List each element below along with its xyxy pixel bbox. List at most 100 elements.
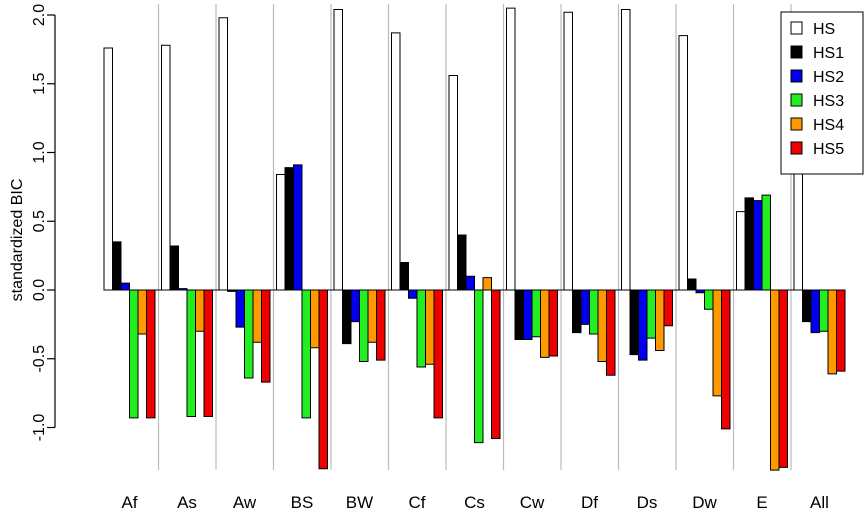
bar-hs1-df: [572, 289, 582, 334]
bar-hs-e: [736, 211, 746, 291]
legend-label-hs4: HS4: [813, 117, 844, 134]
bar-hs4-dw: [712, 289, 722, 397]
bar-hs3-cf: [416, 289, 426, 368]
bar-hs2-cs: [465, 275, 475, 291]
bar-hs1-cw: [514, 289, 524, 340]
bar-hs3-cs: [474, 289, 484, 444]
bar-hs4-bw: [367, 289, 377, 343]
bar-hs4-ds: [655, 289, 665, 351]
bar-hs-bw: [333, 9, 343, 291]
bar-hs2-bw: [350, 289, 360, 323]
bar-hs4-all: [827, 289, 837, 375]
x-tick-label: E: [756, 493, 767, 512]
bar-hs1-e: [744, 197, 754, 291]
bar-hs4-cf: [425, 289, 435, 365]
bar-hs5-cs: [491, 289, 501, 439]
bar-hs2-ds: [638, 289, 648, 361]
bar-hs4-as: [195, 289, 205, 332]
bar-hs2-df: [580, 289, 590, 325]
x-tick-label: Cw: [520, 493, 545, 512]
y-axis: -1.0 -0.5 0.0 0.5 1.0 1.5 2.0: [31, 4, 56, 442]
legend-swatch-hs5: [790, 141, 803, 155]
x-tick-label: Dw: [692, 493, 717, 512]
legend-swatch-hs1: [790, 45, 803, 59]
bar-hs4-aw: [252, 289, 262, 343]
bar-hs3-ds: [646, 289, 656, 339]
bar-hs-bs: [276, 174, 286, 291]
legend-label-hs: HS: [813, 21, 835, 38]
bar-hs-cs: [448, 75, 458, 291]
bar-hs1-as: [169, 245, 179, 291]
bar-hs5-cf: [433, 289, 443, 419]
bar-hs1-af: [112, 241, 122, 291]
x-tick-label: Af: [121, 493, 137, 512]
bar-hs5-bw: [376, 289, 386, 361]
bar-hs5-cw: [548, 289, 558, 357]
bar-hs2-as: [178, 288, 188, 291]
x-tick-label: As: [177, 493, 197, 512]
y-tick-label: 1.5: [31, 73, 48, 95]
bar-hs3-af: [129, 289, 139, 419]
bar-hs-aw: [218, 17, 228, 291]
bar-hs5-df: [606, 289, 616, 376]
legend-label-hs3: HS3: [813, 93, 844, 110]
x-axis-category-labels: Af As Aw BS BW Cf Cs Cw Df Ds Dw E All: [121, 493, 828, 512]
bar-hs-as: [161, 44, 171, 291]
bar-hs3-bw: [359, 289, 369, 362]
bar-hs-cf: [391, 32, 401, 291]
bar-hs5-dw: [721, 289, 731, 430]
bar-hs-all: [793, 171, 803, 291]
bar-hs1-aw: [227, 289, 237, 292]
x-tick-label: BW: [346, 493, 373, 512]
legend-label-hs2: HS2: [813, 69, 844, 86]
legend-swatch-hs3: [790, 93, 803, 107]
bar-hs1-cf: [399, 262, 409, 291]
bar-hs5-ds: [663, 289, 673, 327]
bar-hs2-all: [810, 289, 820, 334]
y-axis-label: standardized BIC: [9, 179, 26, 302]
bar-hs4-df: [597, 289, 607, 362]
bar-hs2-e: [753, 200, 763, 291]
bar-hs3-bs: [301, 289, 311, 419]
bar-hs4-af: [137, 289, 147, 335]
y-tick-label: 0.5: [31, 210, 48, 232]
bar-hs4-bs: [310, 289, 320, 349]
bar-hs-ds: [621, 9, 631, 291]
bar-hs2-aw: [235, 289, 245, 328]
bar-hs4-e: [770, 289, 780, 471]
bar-hs2-af: [120, 282, 130, 291]
bars: [103, 7, 846, 471]
bar-hs4-cw: [540, 289, 550, 358]
bar-hs5-aw: [261, 289, 271, 383]
bar-hs5-bs: [318, 289, 328, 470]
bar-hs5-e: [778, 289, 788, 468]
bar-hs3-as: [186, 289, 196, 417]
bar-hs2-cw: [523, 289, 533, 340]
legend-swatch-hs4: [790, 117, 803, 131]
bar-hs5-as: [203, 289, 213, 417]
x-tick-label: Aw: [233, 493, 257, 512]
legend: HS HS1 HS2 HS3 HS4 HS5: [780, 11, 864, 175]
x-tick-label: Ds: [637, 493, 658, 512]
x-tick-label: Cf: [409, 493, 426, 512]
bar-hs3-aw: [244, 289, 254, 379]
x-tick-label: BS: [291, 493, 314, 512]
bar-hs1-all: [802, 289, 812, 323]
bar-hs3-all: [819, 289, 829, 332]
bar-hs5-af: [146, 289, 156, 419]
y-tick-label: -1.0: [31, 414, 48, 442]
x-tick-label: Df: [581, 493, 598, 512]
bar-hs1-ds: [629, 289, 639, 356]
bar-hs-af: [103, 47, 113, 291]
bar-hs3-dw: [704, 289, 714, 310]
x-tick-label: All: [810, 493, 829, 512]
bar-hs3-df: [589, 289, 599, 335]
bar-hs2-bs: [293, 164, 303, 291]
bar-hs1-dw: [687, 278, 697, 291]
legend-label-hs1: HS1: [813, 45, 844, 62]
legend-label-hs5: HS5: [813, 141, 844, 158]
y-tick-label: 2.0: [31, 4, 48, 26]
bar-hs1-cs: [457, 234, 467, 291]
